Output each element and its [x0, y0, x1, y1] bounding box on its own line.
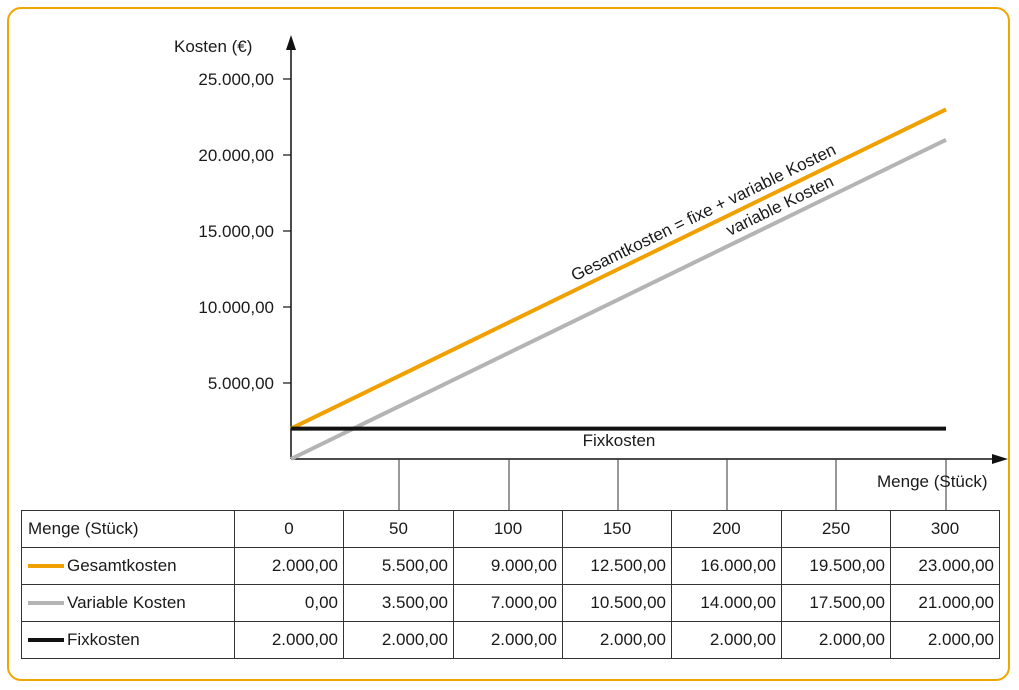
y-tick-label: 20.000,00 [198, 146, 274, 165]
table-cell: 12.500,00 [562, 547, 672, 585]
table-cell: 17.500,00 [781, 584, 891, 622]
table-header-cell: 200 [671, 510, 782, 548]
table-header-cell: 300 [890, 510, 1000, 548]
table-cell: 2.000,00 [890, 621, 1000, 659]
table-cell: 2.000,00 [343, 621, 454, 659]
legend-swatch [28, 600, 64, 605]
x-axis-arrow [992, 454, 1008, 464]
table-header-cell: 0 [234, 510, 344, 548]
y-tick-label: 5.000,00 [208, 374, 274, 393]
table-row-label: Fixkosten [67, 630, 140, 649]
table-header-cell: 100 [453, 510, 563, 548]
table-cell: 7.000,00 [453, 584, 563, 622]
y-axis-label: Kosten (€) [174, 37, 252, 56]
table-cell: 9.000,00 [453, 547, 563, 585]
cost-chart: 5.000,00 10.000,00 15.000,00 20.000,00 25.00… [174, 35, 1008, 510]
table-row-label-cell: Fixkosten [21, 621, 235, 659]
series-lines [290, 107, 947, 461]
x-axis-label: Menge (Stück) [877, 472, 988, 491]
table-cell: 2.000,00 [234, 547, 344, 585]
series-line-variabel [290, 138, 947, 461]
series-line-gesamt [290, 107, 947, 431]
table-row: Fixkosten 2.000,00 2.000,00 2.000,00 2.000,0… [21, 621, 1000, 659]
table-header-row: Menge (Stück) 0 50 100 150 200 250 300 [21, 510, 1000, 548]
x-ticks [398, 459, 947, 510]
table-cell: 2.000,00 [562, 621, 672, 659]
table-row: Gesamtkosten 2.000,00 5.500,00 9.000,00 12.5… [21, 547, 1000, 585]
table-cell: 0,00 [234, 584, 344, 622]
table-header-cell: 150 [562, 510, 672, 548]
y-tick-label: 25.000,00 [198, 70, 274, 89]
table-cell: 5.500,00 [343, 547, 454, 585]
table-cell: 10.500,00 [562, 584, 672, 622]
legend-swatch [28, 637, 64, 642]
table-row-label-cell: Variable Kosten [21, 584, 235, 622]
y-tick-label: 15.000,00 [198, 222, 274, 241]
table-cell: 2.000,00 [781, 621, 891, 659]
y-axis-arrow [286, 35, 296, 50]
table-cell: 16.000,00 [671, 547, 782, 585]
legend-swatch [28, 563, 64, 568]
table-cell: 2.000,00 [453, 621, 563, 659]
table-cell: 2.000,00 [234, 621, 344, 659]
table-cell: 3.500,00 [343, 584, 454, 622]
table-cell: 23.000,00 [890, 547, 1000, 585]
table-header-label: Menge (Stück) [21, 510, 235, 548]
data-table: Menge (Stück) 0 50 100 150 200 250 300 Gesamtkos… [21, 510, 1000, 659]
table-header-cell: 50 [343, 510, 454, 548]
table-row-label: Gesamtkosten [67, 556, 177, 575]
series-label-fixkosten: Fixkosten [583, 431, 656, 450]
table-cell: 21.000,00 [890, 584, 1000, 622]
y-ticks: 5.000,00 10.000,00 15.000,00 20.000,00 25.00… [198, 70, 291, 393]
table-cell: 14.000,00 [671, 584, 782, 622]
axes [286, 35, 1008, 464]
table-cell: 19.500,00 [781, 547, 891, 585]
table-cell: 2.000,00 [671, 621, 782, 659]
table-row: Variable Kosten 0,00 3.500,00 7.000,00 10.50… [21, 584, 1000, 622]
table-row-label: Variable Kosten [67, 593, 186, 612]
table-header-cell: 250 [781, 510, 891, 548]
y-tick-label: 10.000,00 [198, 298, 274, 317]
table-row-label-cell: Gesamtkosten [21, 547, 235, 585]
